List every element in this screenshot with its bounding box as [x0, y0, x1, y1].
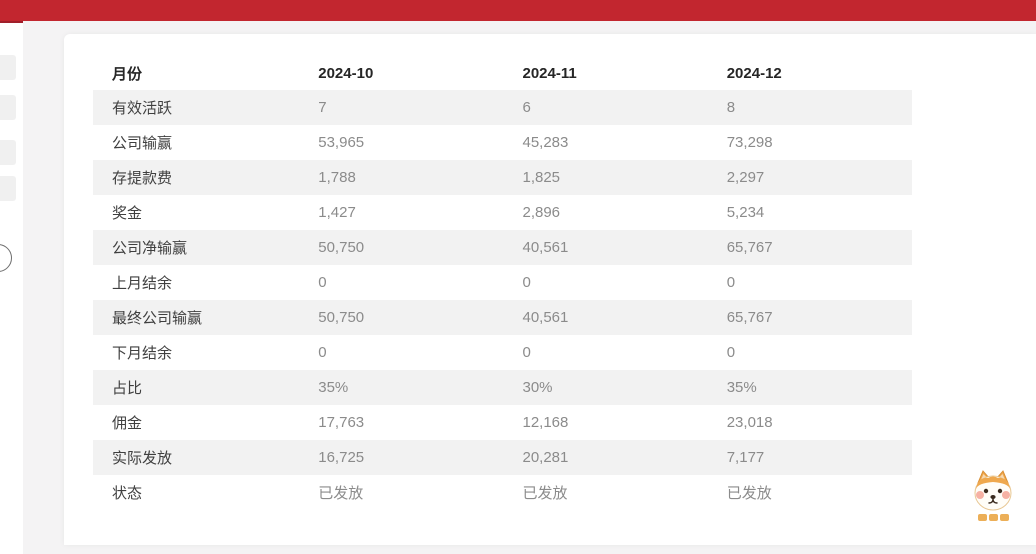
row-value: 0: [318, 274, 327, 291]
shiba-dog-icon: [974, 470, 1012, 511]
row-value: 17,763: [318, 414, 365, 431]
row-value: 1,825: [522, 169, 561, 186]
row-value: 50,750: [318, 239, 365, 256]
table-row: 佣金 17,763 12,168 23,018: [93, 405, 912, 440]
top-red-bar: [0, 0, 1036, 23]
sidebar-item-placeholder: [0, 176, 16, 201]
row-value: 已发放: [318, 485, 364, 502]
monthly-report-table: 月份 2024-10 2024-11 2024-12 有效活跃 7 6 8 公司输赢 53…: [93, 57, 912, 510]
row-value: 2,297: [726, 169, 765, 186]
row-value: 已发放: [726, 485, 772, 502]
table-row: 上月结余 0 0 0: [93, 265, 912, 300]
table-row: 有效活跃 7 6 8: [93, 90, 912, 125]
row-value: 20,281: [522, 449, 569, 466]
row-value: 8: [726, 99, 736, 116]
workspace-background: 月份 2024-10 2024-11 2024-12 有效活跃 7 6 8 公司输赢 53…: [23, 21, 1036, 554]
row-label: 最终公司输赢: [112, 310, 203, 327]
row-value: 30%: [522, 379, 553, 396]
header-month-label: 月份: [112, 66, 143, 83]
row-value: 40,561: [522, 239, 569, 256]
row-value: 35%: [726, 379, 757, 396]
row-value: 12,168: [522, 414, 569, 431]
table-row: 状态 已发放 已发放 已发放: [93, 475, 912, 510]
table-row: 存提款费 1,788 1,825 2,297: [93, 160, 912, 195]
sidebar-item-placeholder: [0, 55, 16, 80]
mascot-sticker: [970, 469, 1016, 523]
row-label: 奖金: [112, 205, 143, 222]
row-value: 53,965: [318, 134, 365, 151]
sidebar-item-placeholder: [0, 140, 16, 165]
row-value: 2,896: [522, 204, 561, 221]
table-row: 奖金 1,427 2,896 5,234: [93, 195, 912, 230]
report-card: 月份 2024-10 2024-11 2024-12 有效活跃 7 6 8 公司输赢 53…: [64, 34, 1036, 545]
row-value: 1,427: [318, 204, 356, 221]
row-value: 0: [318, 344, 327, 361]
row-value: 5,234: [726, 204, 765, 221]
row-label: 占比: [112, 380, 143, 397]
row-label: 实际发放: [112, 450, 173, 467]
row-label: 上月结余: [112, 275, 173, 292]
row-value: 40,561: [522, 309, 569, 326]
header-column-2024-10: 2024-10: [318, 65, 374, 82]
table-header-row: 月份 2024-10 2024-11 2024-12: [93, 57, 912, 90]
header-column-2024-11: 2024-11: [522, 65, 577, 82]
row-label: 存提款费: [112, 170, 173, 187]
row-label: 公司净输赢: [112, 240, 188, 257]
row-value: 7,177: [726, 449, 765, 466]
row-value: 0: [726, 274, 736, 291]
row-value: 45,283: [522, 134, 569, 151]
row-value: 35%: [318, 379, 349, 396]
table-row: 最终公司输赢 50,750 40,561 65,767: [93, 300, 912, 335]
mascot-caption: [970, 514, 1016, 521]
row-value: 73,298: [726, 134, 773, 151]
row-label: 状态: [112, 485, 143, 502]
row-value: 7: [318, 99, 327, 116]
row-label: 下月结余: [112, 345, 173, 362]
row-value: 23,018: [726, 414, 773, 431]
header-column-2024-12: 2024-12: [726, 65, 782, 82]
row-value: 65,767: [726, 239, 773, 256]
row-value: 1,788: [318, 169, 356, 186]
table-body: 有效活跃 7 6 8 公司输赢 53,965 45,283 73,298 存提款费 1,788 1,…: [93, 90, 912, 510]
sidebar-collapse-toggle[interactable]: [0, 244, 12, 272]
table-row: 下月结余 0 0 0: [93, 335, 912, 370]
row-label: 公司输赢: [112, 135, 173, 152]
table-row: 占比 35% 30% 35%: [93, 370, 912, 405]
row-value: 16,725: [318, 449, 365, 466]
table-row: 实际发放 16,725 20,281 7,177: [93, 440, 912, 475]
collapsed-sidebar: [0, 23, 23, 554]
row-value: 0: [726, 344, 736, 361]
row-value: 65,767: [726, 309, 773, 326]
row-value: 50,750: [318, 309, 365, 326]
table-row: 公司输赢 53,965 45,283 73,298: [93, 125, 912, 160]
row-value: 已发放: [522, 485, 568, 502]
row-label: 佣金: [112, 415, 143, 432]
row-label: 有效活跃: [112, 100, 173, 117]
sidebar-item-placeholder: [0, 95, 16, 120]
row-value: 6: [522, 99, 531, 116]
table-row: 公司净输赢 50,750 40,561 65,767: [93, 230, 912, 265]
row-value: 0: [522, 274, 531, 291]
row-value: 0: [522, 344, 531, 361]
